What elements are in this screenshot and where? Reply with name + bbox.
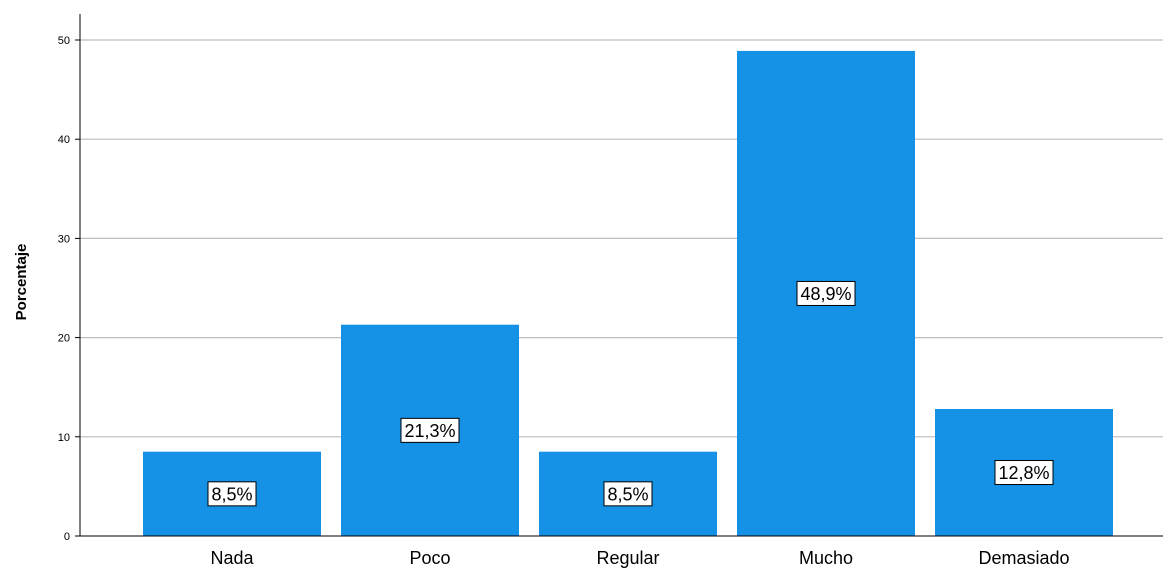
data-label-box xyxy=(207,481,257,507)
y-tick-label-20: 20 xyxy=(58,333,70,345)
x-tick-label-nada: Nada xyxy=(210,548,254,568)
y-axis-label: Porcentaje xyxy=(13,244,30,321)
y-tick-label-40: 40 xyxy=(58,134,70,146)
data-label-nada: 8,5% xyxy=(207,481,257,507)
y-tick-label-30: 30 xyxy=(58,233,70,245)
data-label-text: 12,8% xyxy=(998,463,1049,483)
data-label-text: 21,3% xyxy=(404,421,455,441)
data-labels: 8,5% 21,3% 8,5% 48,9% 12,8% xyxy=(207,280,1054,507)
data-label-demasiado: 12,8% xyxy=(994,460,1054,486)
grid-lines xyxy=(80,39,1163,438)
data-label-poco: 21,3% xyxy=(400,417,460,443)
data-label-text: 48,9% xyxy=(800,284,851,304)
x-tick-label-regular: Regular xyxy=(596,548,659,568)
data-label-box xyxy=(994,460,1054,486)
x-tick-label-demasiado: Demasiado xyxy=(978,548,1069,568)
y-tick-label-0: 0 xyxy=(64,531,70,543)
x-tick-label-poco: Poco xyxy=(409,548,450,568)
y-tick-label-50: 50 xyxy=(58,35,70,47)
data-label-text: 8,5% xyxy=(211,484,252,504)
data-label-box xyxy=(603,481,653,507)
data-label-regular: 8,5% xyxy=(603,481,653,507)
y-tick-label-10: 10 xyxy=(58,432,70,444)
data-label-mucho: 48,9% xyxy=(796,280,856,306)
data-label-text: 8,5% xyxy=(607,484,648,504)
x-tick-label-mucho: Mucho xyxy=(799,548,853,568)
data-label-box xyxy=(796,280,856,306)
bars xyxy=(143,50,1113,537)
data-label-box xyxy=(400,417,460,443)
axes: 0 10 20 30 40 50 Nada Poco Regular Mucho Demasiado xyxy=(58,14,1163,568)
